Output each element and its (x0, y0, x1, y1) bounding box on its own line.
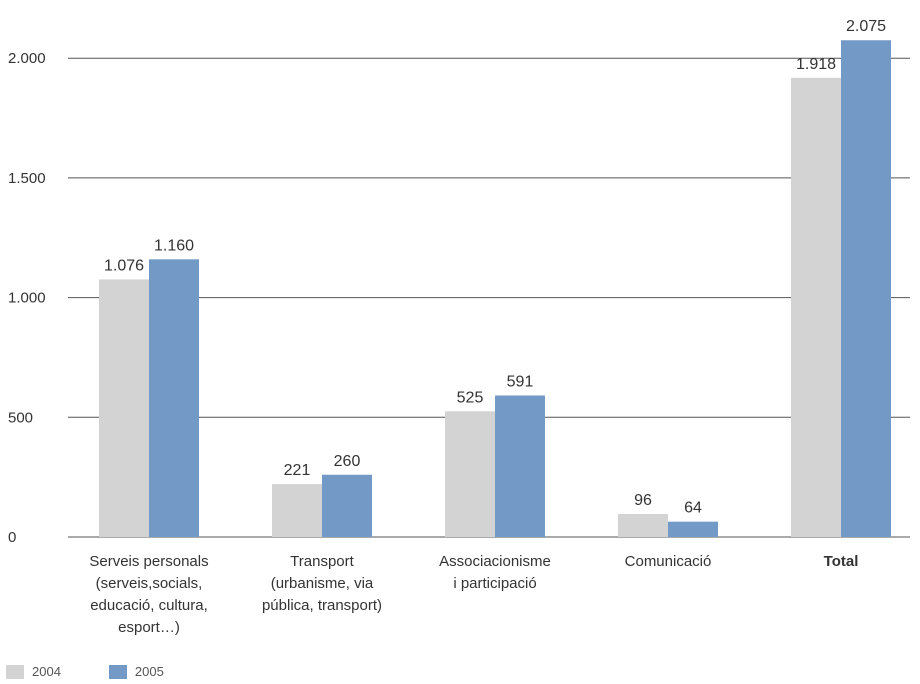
bar-2005 (149, 259, 199, 537)
data-label: 1.076 (104, 257, 144, 274)
legend-label-2004: 2004 (32, 664, 61, 679)
legend-swatch-2005 (108, 664, 127, 679)
y-tick-label: 1.500 (8, 170, 46, 187)
bar-2004 (99, 279, 149, 537)
legend-item-2005: 2005 (108, 664, 164, 679)
x-category-label: Associacionisme (439, 553, 551, 570)
x-category-label: educació, cultura, (90, 597, 208, 614)
x-category-label: pública, transport) (262, 597, 382, 614)
data-label: 96 (634, 492, 652, 509)
bar-chart: 0 500 1.000 1.500 2.000 1.076 221 525 96 1.918 1.1… (8, 18, 910, 636)
data-label: 1.918 (796, 56, 836, 73)
y-tick-label: 500 (8, 409, 33, 426)
x-category-label: (urbanisme, via (271, 575, 374, 592)
x-category-label: Serveis personals (89, 553, 208, 570)
y-tick-label: 1.000 (8, 290, 46, 307)
bar-2005 (841, 40, 891, 538)
x-category-label: esport…) (118, 619, 180, 636)
bar-2005 (322, 474, 372, 537)
y-tick-label: 2.000 (8, 50, 46, 67)
x-category-label: (serveis,socials, (96, 575, 203, 592)
data-label: 260 (334, 453, 361, 470)
data-label: 591 (507, 374, 534, 391)
y-tick-label: 0 (8, 529, 16, 546)
x-category-label: Comunicació (625, 553, 712, 570)
x-category-label: Transport (290, 553, 354, 570)
bar-2005 (495, 395, 545, 537)
legend-label-2005: 2005 (134, 664, 164, 679)
bar-2004 (445, 411, 495, 537)
bar-2004 (791, 77, 841, 537)
x-category-label: Total (824, 553, 859, 570)
bar-2004 (272, 484, 322, 537)
x-category-label: i participació (453, 575, 536, 592)
data-label: 1.160 (154, 237, 194, 254)
data-label: 525 (457, 389, 484, 406)
legend-item-2004: 2004 (6, 664, 61, 679)
data-label: 2.075 (846, 18, 886, 35)
legend: 2004 2005 (6, 664, 164, 679)
bar-2004 (618, 514, 668, 537)
data-label: 64 (684, 500, 702, 517)
legend-swatch-2004 (6, 664, 24, 679)
bar-2005 (668, 521, 718, 537)
data-label: 221 (284, 462, 311, 479)
